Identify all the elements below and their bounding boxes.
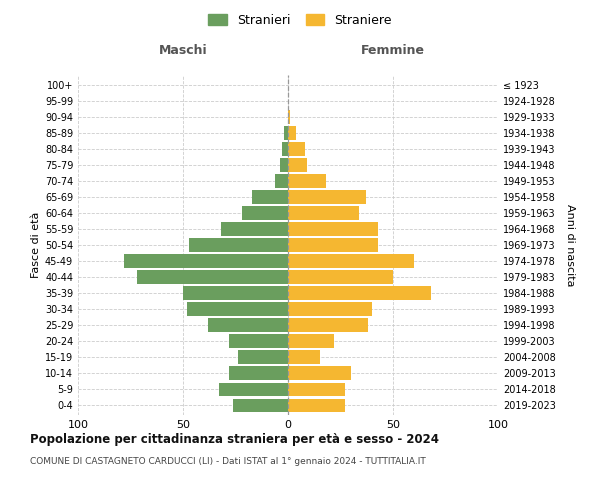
Bar: [189, 238, 288, 252]
Bar: [288, 302, 372, 316]
Bar: [288, 398, 345, 412]
Bar: [284, 126, 288, 140]
Bar: [238, 350, 288, 364]
Bar: [288, 254, 414, 268]
Y-axis label: Fasce di età: Fasce di età: [31, 212, 41, 278]
Bar: [208, 318, 288, 332]
Bar: [288, 270, 393, 284]
Text: Femmine: Femmine: [361, 44, 425, 58]
Bar: [288, 174, 326, 188]
Text: Popolazione per cittadinanza straniera per età e sesso - 2024: Popolazione per cittadinanza straniera p…: [30, 432, 439, 446]
Text: Maschi: Maschi: [158, 44, 208, 58]
Bar: [124, 254, 288, 268]
Y-axis label: Anni di nascita: Anni di nascita: [565, 204, 575, 286]
Bar: [288, 142, 305, 156]
Bar: [288, 382, 345, 396]
Bar: [288, 350, 320, 364]
Bar: [183, 286, 288, 300]
Bar: [288, 318, 368, 332]
Bar: [288, 286, 431, 300]
Bar: [288, 158, 307, 172]
Bar: [288, 366, 351, 380]
Bar: [233, 398, 288, 412]
Legend: Stranieri, Straniere: Stranieri, Straniere: [203, 8, 397, 32]
Bar: [288, 238, 379, 252]
Bar: [229, 334, 288, 348]
Bar: [275, 174, 288, 188]
Text: COMUNE DI CASTAGNETO CARDUCCI (LI) - Dati ISTAT al 1° gennaio 2024 - TUTTITALIA.: COMUNE DI CASTAGNETO CARDUCCI (LI) - Dat…: [30, 458, 426, 466]
Bar: [242, 206, 288, 220]
Bar: [229, 366, 288, 380]
Bar: [280, 158, 288, 172]
Bar: [137, 270, 288, 284]
Bar: [218, 382, 288, 396]
Bar: [187, 302, 288, 316]
Bar: [288, 110, 290, 124]
Bar: [288, 190, 366, 203]
Bar: [282, 142, 288, 156]
Bar: [288, 334, 334, 348]
Bar: [288, 222, 379, 236]
Bar: [288, 206, 359, 220]
Bar: [252, 190, 288, 203]
Bar: [288, 126, 296, 140]
Bar: [221, 222, 288, 236]
